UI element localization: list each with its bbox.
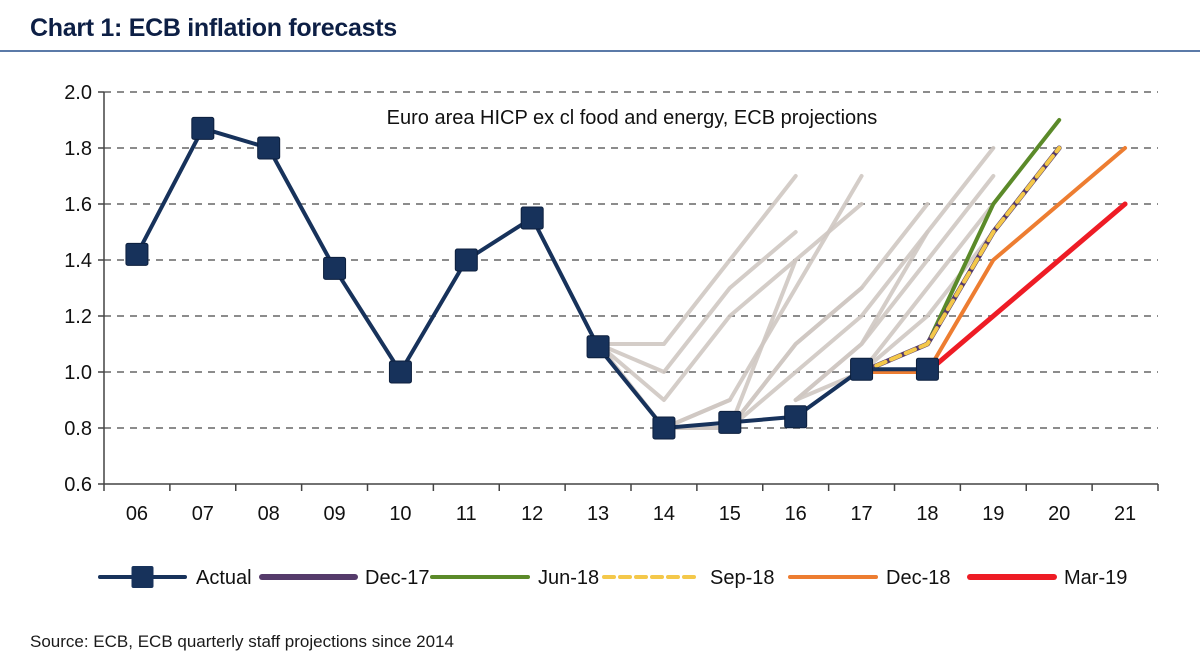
past-projection-line	[727, 202, 930, 430]
x-tick-label: 12	[521, 503, 543, 525]
series-line-actual	[134, 126, 930, 430]
y-tick-label: 1.2	[64, 306, 92, 328]
chart-annotation: Euro area HICP ex cl food and energy, EC…	[387, 107, 878, 129]
past-projection-line	[596, 230, 798, 374]
y-tick-label: 0.6	[64, 474, 92, 496]
y-axis-ticks: 0.6 0.8 1.0 1.2 1.4 1.6 1.8 2.0	[64, 82, 104, 496]
past-projection-line	[596, 342, 732, 430]
series-line-mar-19	[924, 201, 1128, 375]
x-tick-label: 17	[850, 503, 872, 525]
x-tick-label: 21	[1114, 503, 1136, 525]
actual-point-marker	[586, 335, 610, 359]
legend-label-dec-17: Dec-17	[365, 567, 429, 589]
y-tick-label: 2.0	[64, 82, 92, 104]
title-divider	[0, 50, 1200, 52]
series-line-dec-18	[859, 146, 1128, 374]
actual-point-marker	[257, 136, 281, 160]
past-projection-line	[859, 230, 996, 374]
legend-label-actual: Actual	[196, 567, 252, 589]
legend: Actual Dec-17 Jun-18 Sep-18 Dec-18 Mar-19	[98, 566, 1127, 589]
x-tick-label: 19	[982, 503, 1004, 525]
actual-point-marker	[454, 248, 478, 272]
actual-point-marker	[784, 405, 808, 429]
past-projection-line	[727, 230, 930, 430]
y-tick-label: 0.8	[64, 418, 92, 440]
legend-label-mar-19: Mar-19	[1064, 567, 1127, 589]
past-projection-line	[793, 174, 996, 402]
actual-point-marker	[652, 416, 676, 440]
legend-label-dec-18: Dec-18	[886, 567, 950, 589]
actual-point-marker	[850, 357, 874, 381]
legend-label-jun-18: Jun-18	[538, 567, 599, 589]
x-tick-label: 09	[323, 503, 345, 525]
chart-canvas: 0.6 0.8 1.0 1.2 1.4 1.6 1.8 2.0 06 07 08 09 10 11 12 1…	[64, 82, 1159, 589]
past-projection-line	[793, 202, 996, 402]
x-tick-label: 06	[126, 503, 148, 525]
x-tick-label: 10	[389, 503, 411, 525]
legend-label-sep-18: Sep-18	[710, 567, 775, 589]
series-line-sep-18	[859, 146, 1062, 374]
actual-point-marker	[520, 206, 544, 230]
y-tick-label: 1.8	[64, 138, 92, 160]
x-tick-label: 15	[719, 503, 741, 525]
past-projections	[596, 146, 996, 430]
chart-title: Chart 1: ECB inflation forecasts	[30, 14, 397, 42]
legend-marker-actual	[131, 566, 154, 588]
actual-point-marker	[125, 242, 149, 266]
x-tick-label: 16	[785, 503, 807, 525]
series-layer	[125, 116, 1128, 440]
y-tick-label: 1.4	[64, 250, 92, 272]
actual-point-marker	[191, 116, 215, 140]
source-note: Source: ECB, ECB quarterly staff project…	[30, 632, 454, 651]
x-tick-label: 07	[192, 503, 214, 525]
actual-point-marker	[323, 256, 347, 280]
y-tick-label: 1.0	[64, 362, 92, 384]
x-tick-label: 13	[587, 503, 609, 525]
actual-point-marker	[915, 357, 939, 381]
past-projection-line	[596, 258, 798, 402]
x-tick-label: 20	[1048, 503, 1070, 525]
x-tick-label: 14	[653, 503, 675, 525]
x-tick-label: 08	[258, 503, 280, 525]
x-axis-ticks: 06 07 08 09 10 11 12 13 14 15 16 17 18 19 20 21	[103, 484, 1159, 525]
past-projection-line	[596, 174, 798, 346]
x-tick-label: 18	[916, 503, 938, 525]
x-tick-label: 11	[456, 503, 477, 525]
actual-point-marker	[718, 410, 742, 434]
actual-point-marker	[388, 360, 412, 384]
y-tick-label: 1.6	[64, 194, 92, 216]
